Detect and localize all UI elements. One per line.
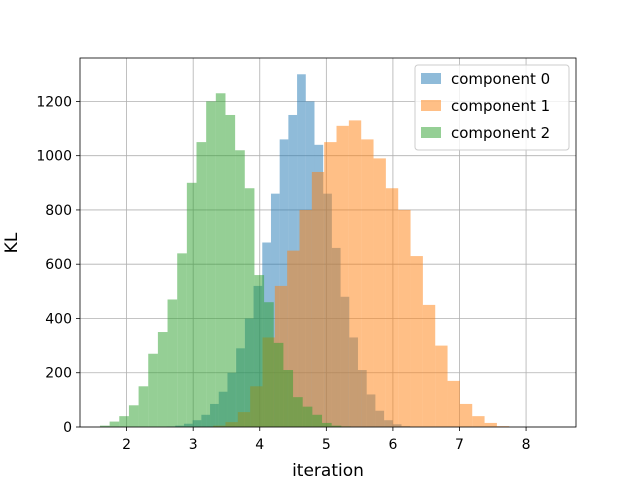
y-tick-label: 1200 (36, 94, 72, 110)
legend-label: component 1 (451, 97, 550, 115)
histogram-bar (206, 101, 216, 427)
histogram-bar (398, 209, 411, 427)
y-tick-label: 1000 (36, 149, 72, 165)
histogram-bar (283, 370, 294, 427)
histogram-bar (186, 182, 197, 427)
histogram-bar (410, 256, 423, 427)
histogram-bar (148, 353, 158, 427)
histogram-bar (447, 380, 460, 427)
histogram-bar (435, 345, 448, 427)
y-tick-label: 0 (63, 420, 72, 436)
legend-swatch (421, 100, 441, 111)
legend-swatch (421, 73, 441, 84)
histogram-bar (264, 302, 274, 427)
legend-swatch (421, 127, 441, 138)
histogram-bar (279, 139, 289, 427)
legend: component 0 component 1 component 2 (414, 64, 570, 151)
histogram-bar (311, 171, 325, 427)
histogram-bar (336, 125, 349, 428)
y-tick-label: 400 (45, 311, 72, 327)
histogram-bar (177, 253, 187, 427)
y-tick-label: 200 (45, 366, 72, 382)
histogram-bar (472, 416, 485, 427)
x-axis-label: iteration (292, 461, 364, 480)
plot-frame (79, 57, 577, 428)
x-tick-label: 2 (122, 437, 131, 453)
histogram-bar (138, 386, 149, 427)
histogram-bar (235, 150, 245, 427)
x-tick-label: 5 (322, 437, 331, 453)
histogram-bar (373, 158, 386, 427)
histogram-bar (484, 422, 497, 427)
y-tick-label: 600 (45, 257, 72, 273)
histogram-bar (244, 188, 255, 427)
legend-label: component 2 (451, 124, 550, 142)
histogram-bar (157, 332, 168, 427)
histogram-bar (331, 425, 342, 427)
histogram-bar (361, 139, 374, 427)
histogram-bar (496, 426, 510, 427)
histogram-bar (385, 188, 399, 427)
histogram-bar (324, 142, 337, 427)
histogram-bar (99, 425, 110, 427)
x-tick-label: 7 (455, 437, 464, 453)
y-axis-ticks: 0 200 400 600 800 1000 1200 (36, 94, 80, 436)
x-axis-ticks: 2 3 4 5 6 7 8 (122, 427, 531, 453)
x-tick-label: 3 (189, 437, 198, 453)
histogram-bar (273, 342, 284, 427)
histogram-bar (302, 406, 313, 427)
histogram-bar (459, 403, 473, 427)
y-tick-label: 800 (45, 203, 72, 219)
histogram-bar (254, 275, 265, 427)
x-tick-label: 4 (255, 437, 264, 453)
legend-box (414, 64, 570, 151)
histogram-bars (99, 74, 510, 428)
histogram-bar (128, 405, 139, 427)
x-tick-label: 8 (522, 437, 531, 453)
histogram-bar (109, 421, 120, 427)
series-2-bars (99, 93, 351, 428)
legend-label: component 0 (451, 70, 550, 88)
histogram-bar (322, 422, 332, 427)
y-axis-label: KL (2, 232, 22, 253)
histogram-bar (119, 416, 129, 427)
x-tick-label: 6 (388, 437, 397, 453)
histogram-bar (215, 93, 226, 427)
histogram-bar (293, 397, 303, 427)
histogram-bar (225, 114, 236, 428)
histogram-bar (167, 299, 178, 427)
histogram-bar (196, 142, 207, 427)
histogram-bar (348, 120, 362, 427)
histogram-bar (299, 209, 312, 427)
histogram-bar (422, 304, 436, 427)
histogram-bar (312, 414, 323, 427)
